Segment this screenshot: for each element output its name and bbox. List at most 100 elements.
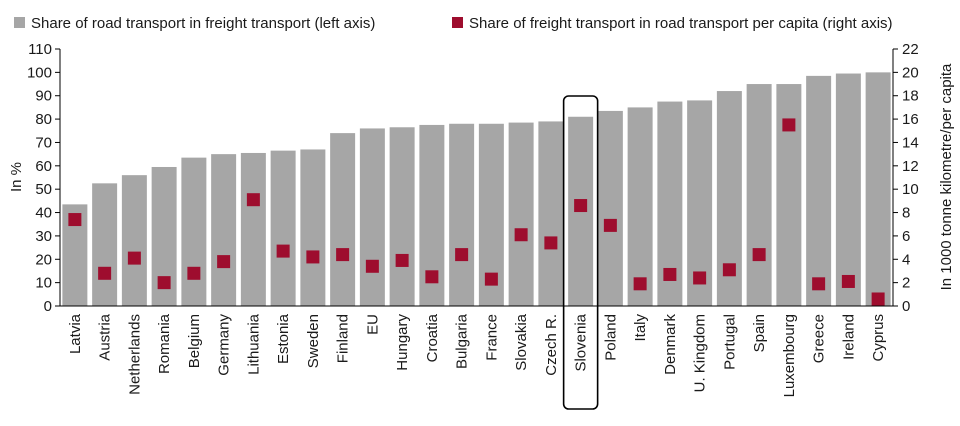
left-tick-label: 50 [35, 181, 52, 198]
marker [871, 292, 885, 306]
bar [300, 149, 326, 306]
bar [389, 127, 415, 306]
legend-marker-label: Share of freight transport in road trans… [469, 15, 893, 32]
left-tick-label: 100 [27, 64, 52, 81]
category-label: Germany [216, 314, 233, 376]
right-tick-label: 10 [902, 181, 919, 198]
category-label: Estonia [275, 313, 292, 364]
marker [246, 193, 260, 207]
category-label: Sweden [305, 314, 322, 368]
category-label: France [483, 314, 500, 361]
left-axis-title: In % [8, 162, 25, 192]
bar [538, 121, 564, 306]
right-tick-label: 20 [902, 64, 919, 81]
category-label: Latvia [67, 313, 84, 354]
left-tick-label: 40 [35, 205, 52, 222]
bar [359, 128, 385, 306]
category-label: Finland [335, 314, 352, 363]
marker [127, 251, 141, 265]
marker [514, 228, 528, 242]
bar [121, 175, 147, 306]
bar [746, 84, 772, 306]
category-label: Hungary [394, 314, 411, 371]
category-label: Italy [632, 314, 649, 342]
bar [835, 73, 861, 306]
right-tick-label: 12 [902, 158, 919, 175]
bar [330, 133, 356, 306]
bar [270, 150, 296, 306]
category-label: Portugal [721, 314, 738, 370]
left-tick-label: 0 [44, 298, 52, 315]
right-tick-label: 6 [902, 228, 910, 245]
right-tick-label: 16 [902, 111, 919, 128]
marker [722, 263, 736, 277]
bar [597, 110, 623, 306]
bar [240, 152, 266, 306]
right-axis: 0 2 4 6 8 10 12 14 16 18 20 22 [892, 41, 919, 315]
right-tick-label: 0 [902, 298, 910, 315]
marker [187, 266, 201, 280]
category-axis: Latvia Austria Netherlands Romania Belgium Ge… [67, 313, 887, 397]
bar [627, 107, 653, 306]
left-tick-label: 110 [28, 41, 52, 58]
right-tick-label: 2 [902, 275, 910, 292]
marker [693, 271, 707, 285]
marker [752, 248, 766, 262]
category-label: Denmark [662, 314, 679, 375]
marker [217, 255, 231, 269]
left-tick-label: 90 [35, 88, 52, 105]
marker [782, 118, 796, 132]
category-label: Greece [811, 314, 828, 363]
category-label: Romania [156, 313, 173, 374]
highlight-box [562, 95, 599, 410]
category-label: Czech R. [543, 314, 560, 376]
marker [365, 259, 379, 273]
bar [92, 183, 118, 306]
left-axis: 0 10 20 30 40 50 60 70 80 90 100 110 [27, 41, 61, 315]
left-tick-label: 30 [35, 228, 52, 245]
right-tick-label: 8 [902, 205, 910, 222]
bar [776, 84, 802, 306]
marker [68, 213, 82, 227]
category-label: Ireland [840, 314, 857, 360]
category-label: Spain [751, 314, 768, 352]
category-label: Bulgaria [454, 313, 471, 369]
bar [449, 123, 475, 306]
marker [603, 218, 617, 232]
marker [306, 250, 320, 264]
right-tick-label: 14 [902, 134, 919, 151]
plot-area [60, 72, 893, 410]
bar [806, 75, 832, 306]
bar [865, 72, 891, 306]
marker [425, 270, 439, 284]
category-label: Cyprus [870, 314, 887, 362]
category-label: Slovenia [573, 313, 590, 371]
left-tick-label: 80 [35, 111, 52, 128]
left-tick-label: 10 [35, 275, 52, 292]
category-label: Croatia [424, 313, 441, 362]
bar [181, 157, 207, 306]
marker [633, 277, 647, 291]
marker [574, 199, 588, 213]
right-axis-title: In 1000 tonne kilometre/per capita [938, 63, 955, 290]
legend-marker-swatch [452, 17, 463, 28]
marker [841, 274, 855, 288]
marker [395, 253, 409, 267]
category-label: U. Kingdom [692, 314, 709, 392]
marker [276, 244, 290, 258]
category-label: Lithuania [245, 313, 262, 375]
left-tick-label: 60 [35, 158, 52, 175]
marker [157, 276, 171, 290]
left-tick-label: 20 [35, 251, 52, 268]
category-label: EU [364, 314, 381, 335]
category-label: Austria [97, 313, 114, 360]
marker [484, 272, 498, 286]
marker [336, 248, 350, 262]
legend-bar-label: Share of road transport in freight trans… [31, 15, 375, 32]
category-label: Slovakia [513, 313, 530, 370]
right-tick-label: 4 [902, 251, 910, 268]
category-label: Netherlands [126, 314, 143, 395]
left-tick-label: 70 [35, 134, 52, 151]
legend-bar-swatch [14, 17, 25, 28]
